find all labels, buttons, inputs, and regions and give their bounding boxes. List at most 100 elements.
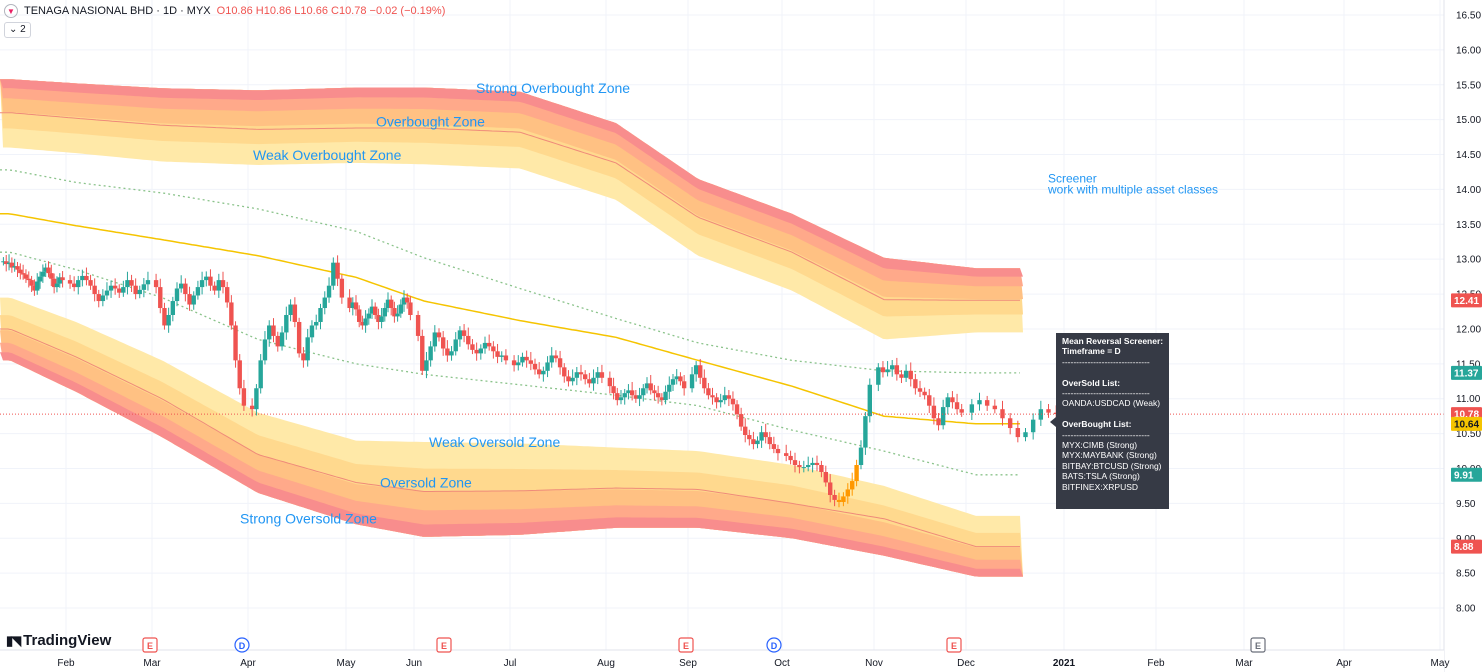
candle-body[interactable] <box>607 377 613 387</box>
candle-body[interactable] <box>470 344 475 350</box>
candle-body[interactable] <box>224 287 230 303</box>
candle-body[interactable] <box>9 262 15 268</box>
candle-body[interactable] <box>395 313 400 317</box>
candle-body[interactable] <box>545 362 550 371</box>
candle-body[interactable] <box>360 321 365 326</box>
candle-body[interactable] <box>714 397 719 403</box>
candle-body[interactable] <box>582 374 588 380</box>
candle-body[interactable] <box>428 346 433 361</box>
candle-body[interactable] <box>578 372 584 375</box>
candle-body[interactable] <box>71 283 77 288</box>
candle-body[interactable] <box>153 280 159 288</box>
candle-body[interactable] <box>622 393 627 398</box>
candle-body[interactable] <box>992 405 998 410</box>
candle-body[interactable] <box>40 271 46 277</box>
candle-body[interactable] <box>977 400 982 405</box>
candle-body[interactable] <box>339 278 345 298</box>
candle-body[interactable] <box>453 339 458 352</box>
candle-body[interactable] <box>792 460 798 466</box>
candle-body[interactable] <box>706 388 711 396</box>
candle-body[interactable] <box>734 404 740 415</box>
candle-body[interactable] <box>478 348 484 354</box>
candle-body[interactable] <box>267 325 272 340</box>
candle-body[interactable] <box>1038 409 1044 420</box>
candle-body[interactable] <box>43 267 48 272</box>
candle-body[interactable] <box>54 283 60 288</box>
candle-body[interactable] <box>562 367 567 377</box>
candle-body[interactable] <box>629 390 635 396</box>
candle-body[interactable] <box>326 285 332 298</box>
candle-body[interactable] <box>730 398 736 405</box>
candle-body[interactable] <box>659 397 665 401</box>
candle-body[interactable] <box>726 395 732 399</box>
candle-body[interactable] <box>292 304 298 322</box>
candle-body[interactable] <box>903 370 909 378</box>
earnings-event-icon[interactable] <box>142 637 158 653</box>
candle-body[interactable] <box>382 308 387 317</box>
earnings-event-icon[interactable] <box>1250 637 1266 653</box>
candle-body[interactable] <box>641 388 646 396</box>
candle-body[interactable] <box>57 277 62 284</box>
candle-body[interactable] <box>936 418 941 426</box>
candle-body[interactable] <box>491 346 496 352</box>
candle-body[interactable] <box>284 315 289 333</box>
candle-body[interactable] <box>254 388 259 410</box>
candle-body[interactable] <box>29 280 34 286</box>
candle-body[interactable] <box>80 275 85 281</box>
candle-body[interactable] <box>718 400 723 403</box>
candle-body[interactable] <box>850 481 855 490</box>
earnings-event-icon[interactable] <box>678 637 694 653</box>
candle-body[interactable] <box>373 306 378 315</box>
candle-body[interactable] <box>832 495 837 500</box>
candle-body[interactable] <box>440 337 446 349</box>
candle-body[interactable] <box>237 360 242 389</box>
candle-body[interactable] <box>301 353 306 361</box>
candle-body[interactable] <box>145 280 151 285</box>
candle-body[interactable] <box>689 374 695 389</box>
candle-body[interactable] <box>954 402 960 410</box>
candle-body[interactable] <box>187 294 192 305</box>
candle-body[interactable] <box>806 465 811 468</box>
candle-body[interactable] <box>84 275 89 281</box>
candle-body[interactable] <box>353 302 359 310</box>
earnings-event-icon[interactable] <box>436 637 452 653</box>
candle-body[interactable] <box>836 499 842 502</box>
candle-body[interactable] <box>46 267 51 274</box>
candle-body[interactable] <box>710 395 715 398</box>
candle-body[interactable] <box>35 281 40 291</box>
candle-body[interactable] <box>445 348 450 356</box>
candle-body[interactable] <box>797 465 802 468</box>
dividend-event-icon[interactable] <box>234 637 250 653</box>
candle-body[interactable] <box>60 277 65 281</box>
candle-body[interactable] <box>335 262 340 279</box>
candle-body[interactable] <box>945 397 950 408</box>
symbol-title[interactable]: TENAGA NASIONAL BHD · 1D · MYX <box>24 5 211 17</box>
candle-body[interactable] <box>357 309 362 322</box>
candle-body[interactable] <box>363 318 368 326</box>
candle-body[interactable] <box>801 467 806 469</box>
candle-body[interactable] <box>595 372 600 378</box>
candle-body[interactable] <box>100 295 106 302</box>
candle-body[interactable] <box>541 370 546 375</box>
candle-body[interactable] <box>170 301 176 315</box>
candle-body[interactable] <box>858 447 864 466</box>
candle-body[interactable] <box>615 393 620 401</box>
candle-body[interactable] <box>591 377 596 384</box>
candle-body[interactable] <box>216 280 222 291</box>
dividend-event-icon[interactable] <box>766 637 782 653</box>
candle-body[interactable] <box>49 273 54 279</box>
candle-body[interactable] <box>199 280 205 288</box>
candle-body[interactable] <box>854 465 859 482</box>
candle-body[interactable] <box>984 400 990 406</box>
candle-body[interactable] <box>137 289 142 295</box>
candle-body[interactable] <box>678 376 683 382</box>
candle-body[interactable] <box>318 308 323 322</box>
candle-body[interactable] <box>570 377 575 382</box>
candle-body[interactable] <box>88 280 93 286</box>
candle-body[interactable] <box>195 287 201 296</box>
candle-body[interactable] <box>392 308 397 317</box>
candle-body[interactable] <box>894 365 900 375</box>
candle-body[interactable] <box>233 325 238 361</box>
candle-body[interactable] <box>767 437 772 445</box>
candle-body[interactable] <box>158 287 163 309</box>
